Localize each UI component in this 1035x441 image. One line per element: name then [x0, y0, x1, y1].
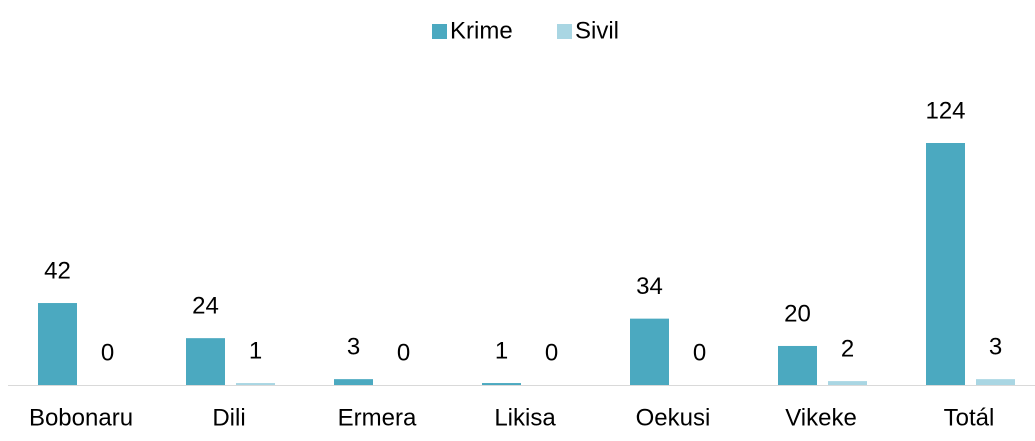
- value-label: 0: [693, 339, 706, 366]
- value-label: 0: [545, 339, 558, 366]
- value-label: 1: [495, 337, 508, 364]
- value-label: 0: [101, 339, 114, 366]
- x-tick-label: Likisa: [494, 404, 556, 431]
- x-tick-label: Oekusi: [636, 404, 711, 431]
- bar: [38, 303, 77, 385]
- value-label: 24: [192, 293, 219, 320]
- bar: [236, 383, 275, 385]
- x-tick-label: Totál: [944, 404, 995, 431]
- x-tick-label: Bobonaru: [29, 404, 133, 431]
- bar: [630, 318, 669, 385]
- value-label: 3: [347, 333, 360, 360]
- bar: [926, 143, 965, 385]
- value-label: 34: [636, 273, 663, 300]
- bar: [334, 379, 373, 385]
- x-tick-label: Vikeke: [785, 404, 857, 431]
- value-label: 124: [925, 97, 965, 124]
- value-label: 0: [397, 339, 410, 366]
- x-tick-label: Dili: [212, 404, 245, 431]
- value-label: 20: [784, 300, 811, 327]
- legend-label: Krime: [450, 17, 513, 44]
- bar: [482, 383, 521, 385]
- x-tick-label: Ermera: [338, 404, 417, 431]
- value-label: 42: [44, 257, 71, 284]
- legend-swatch: [432, 24, 447, 39]
- legend-swatch: [557, 24, 572, 39]
- bar: [186, 338, 225, 385]
- bar: [778, 345, 817, 385]
- value-label: 1: [249, 337, 262, 364]
- legend-label: Sivil: [575, 17, 619, 44]
- value-label: 2: [841, 335, 854, 362]
- bar: [976, 379, 1015, 385]
- bar: [828, 381, 867, 385]
- value-label: 3: [989, 333, 1002, 360]
